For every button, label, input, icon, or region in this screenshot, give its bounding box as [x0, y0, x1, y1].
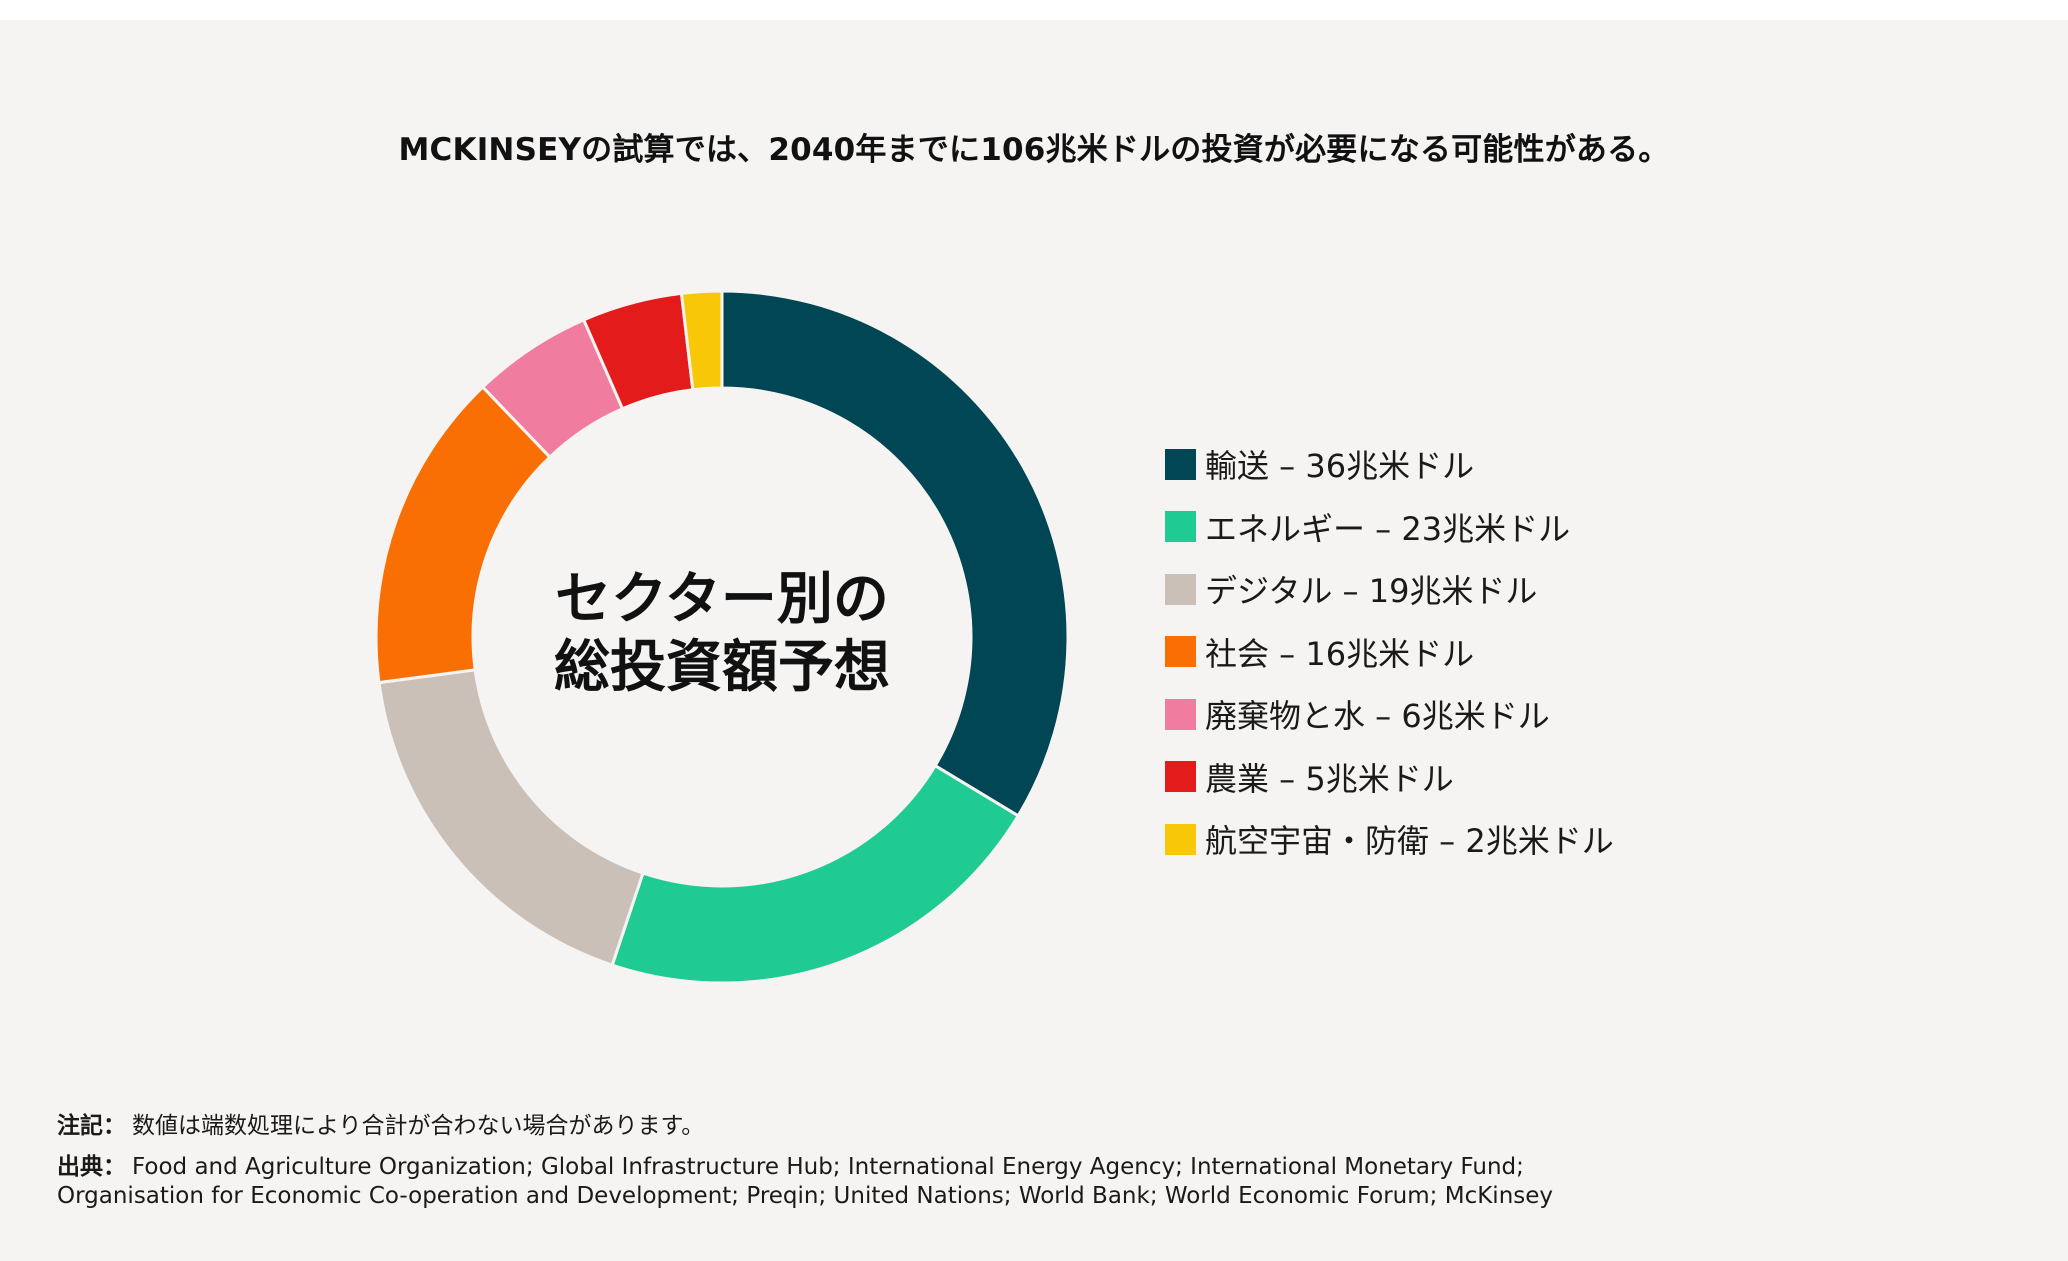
legend-swatch [1165, 448, 1196, 480]
legend-label: 輸送 – 36兆米ドル [1205, 447, 1475, 486]
legend-swatch [1165, 573, 1196, 605]
legend-label: 農業 – 5兆米ドル [1205, 759, 1454, 798]
footnotes: 注記： 数値は端数処理により合計が合わない場合があります。 出典： Food and… [57, 1112, 1553, 1211]
center-label-line-1: セクター別の [555, 567, 889, 632]
source-heading: 出典： [57, 1154, 126, 1180]
center-label-line-2: 総投資額予想 [554, 635, 890, 700]
legend-label: 廃棄物と水 – 6兆米ドル [1205, 697, 1550, 736]
legend-item-social: 社会 – 16兆米ドル [1165, 621, 1614, 684]
legend-swatch [1165, 698, 1196, 730]
note-heading: 注記： [57, 1113, 126, 1139]
legend-swatch [1165, 511, 1196, 543]
legend-swatch [1165, 823, 1196, 855]
source-text-line-2: Organisation for Economic Co-operation a… [57, 1183, 1554, 1209]
legend-item-waste-water: 廃棄物と水 – 6兆米ドル [1165, 683, 1614, 746]
legend-item-aerospace-defense: 航空宇宙・防衛 – 2兆米ドル [1165, 808, 1614, 871]
legend-label: デジタル – 19兆米ドル [1205, 572, 1538, 611]
legend-item-energy: エネルギー – 23兆米ドル [1165, 496, 1614, 559]
legend-item-digital: デジタル – 19兆米ドル [1165, 558, 1614, 621]
donut-slice-energy [610, 763, 1021, 985]
legend-label: エネルギー – 23兆米ドル [1205, 509, 1571, 548]
donut-slice-aerospace-defense [679, 289, 724, 392]
legend-swatch [1165, 761, 1196, 793]
note-text: 数値は端数処理により合計が合わない場合があります。 [132, 1113, 705, 1139]
legend-item-transport: 輸送 – 36兆米ドル [1165, 433, 1614, 496]
legend-swatch [1165, 636, 1196, 668]
legend-item-agriculture: 農業 – 5兆米ドル [1165, 746, 1614, 809]
footnote-source: 出典： Food and Agriculture Organization; Gl… [57, 1153, 1553, 1182]
source-text-line-1: Food and Agriculture Organization; Globa… [132, 1154, 1524, 1180]
chart-title: MCKINSEYの試算では、2040年までに106兆米ドルの投資が必要になる可能… [398, 132, 1670, 168]
legend-label: 社会 – 16兆米ドル [1205, 634, 1475, 673]
footnote-note: 注記： 数値は端数処理により合計が合わない場合があります。 [57, 1112, 1553, 1141]
legend-label: 航空宇宙・防衛 – 2兆米ドル [1205, 822, 1614, 861]
chart-legend: 輸送 – 36兆米ドル エネルギー – 23兆米ドル デジタル – 19兆米ドル… [1165, 433, 1614, 871]
donut-slice-transport [720, 289, 1070, 818]
donut-slice-digital [377, 668, 645, 968]
donut-center-label: セクター別の 総投資額予想 [522, 566, 922, 702]
